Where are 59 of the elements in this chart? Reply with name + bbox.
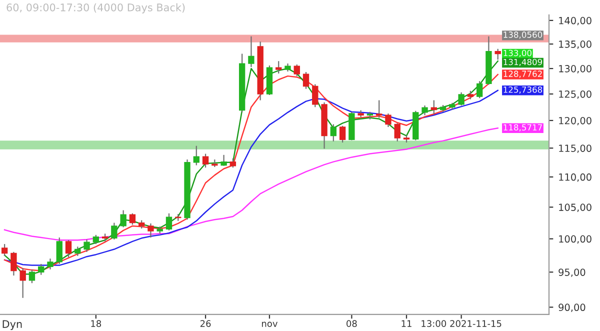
x-tick-label: 13:00 2021-11-15 [422, 320, 502, 327]
candlestick [458, 92, 464, 106]
x-tick-label: 11 [402, 320, 412, 327]
candlestick [20, 267, 26, 298]
y-tick-label: 110,00 [559, 173, 592, 182]
candlestick [494, 48, 501, 60]
band-label: 138,0560 [504, 32, 542, 39]
candlestick [111, 222, 118, 240]
candlestick [120, 210, 126, 228]
candlestick [74, 246, 81, 256]
candlestick [476, 80, 483, 99]
data-label: 131,4809 [504, 58, 542, 66]
y-tick-label: 120,00 [559, 116, 592, 126]
y-tick-label: 140,00 [559, 16, 592, 26]
y-tick-label: 90,00 [558, 304, 586, 312]
candlestick [302, 71, 310, 90]
y-tick-label: 125,00 [559, 90, 592, 99]
candlestick [394, 122, 400, 142]
candlestick [10, 251, 17, 276]
candlestick [276, 60, 282, 74]
candlestick [129, 212, 136, 226]
y-tick-label: 105,00 [559, 204, 592, 212]
y-tick-label: 130,00 [559, 65, 592, 74]
candlestick [220, 154, 227, 166]
y-tick-label: 100,00 [559, 235, 592, 244]
candlestick [294, 64, 300, 77]
candlestick [84, 238, 90, 252]
x-tick-label: 08 [346, 320, 357, 327]
candlestick [312, 84, 318, 108]
x-tick-label: nov [262, 322, 278, 327]
candlestick [47, 258, 54, 270]
data-label: 118,5717 [504, 124, 542, 132]
candlestick [148, 222, 154, 238]
candlestick [385, 112, 392, 128]
candlestick [422, 104, 428, 116]
text: 133,00 [504, 50, 532, 57]
y-tick-label: 95,00 [558, 268, 586, 277]
y-tick-label: 135,00 [559, 40, 592, 49]
candlestick [65, 240, 72, 258]
data-label: 128,7762 [504, 70, 542, 78]
x-tick-label: 18 [91, 320, 102, 327]
candlestick [330, 124, 337, 142]
candlestick [202, 153, 209, 168]
y-tick-label: 115,00 [559, 144, 592, 153]
x-tick-label: 26 [200, 320, 211, 327]
candlestick [92, 234, 100, 245]
text: Dyn [2, 320, 22, 330]
candlestick [1, 243, 8, 256]
candlestick [339, 125, 346, 144]
candlestick [56, 236, 62, 265]
chart-title: 60, 09:00-17:30 (4000 Days Back) [6, 3, 185, 14]
candlestick [166, 212, 172, 231]
candlestick [376, 100, 382, 118]
candlestick [28, 268, 36, 284]
candlestick [248, 36, 254, 68]
candlestick [38, 263, 44, 276]
candlestick [230, 158, 236, 168]
data-label: 125,7368 [504, 86, 542, 94]
candlestick [193, 145, 200, 166]
